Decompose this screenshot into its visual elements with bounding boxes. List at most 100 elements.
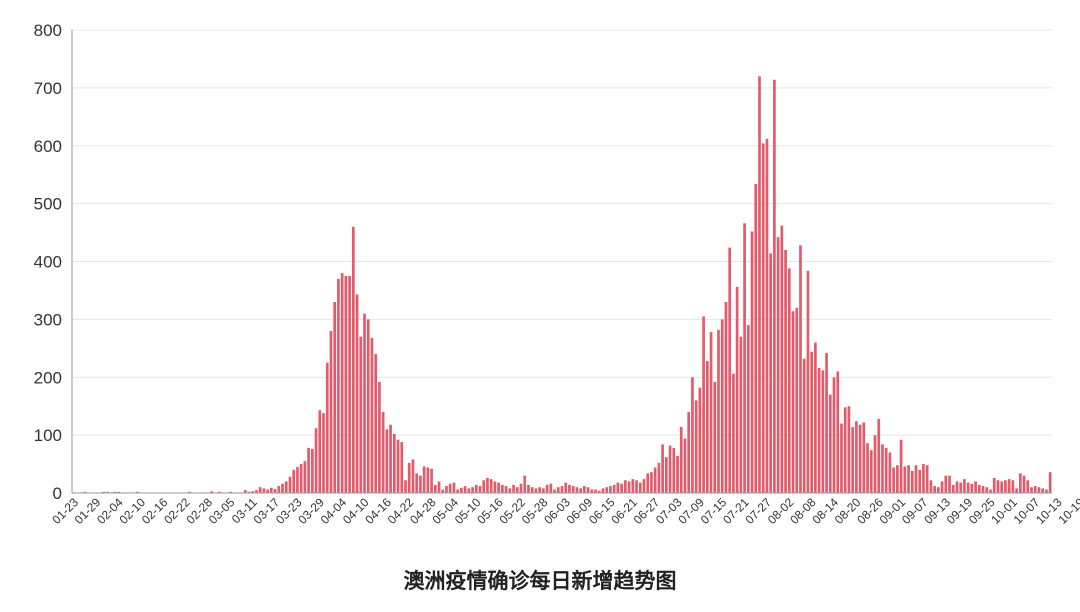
bar — [933, 486, 936, 493]
y-tick-label: 700 — [34, 79, 62, 98]
bar — [340, 273, 344, 493]
bar — [709, 332, 713, 493]
bar — [631, 479, 635, 493]
bar — [892, 467, 895, 493]
bar — [534, 488, 538, 493]
bar — [664, 457, 668, 493]
bar — [996, 480, 1000, 493]
bar — [884, 447, 888, 493]
bar — [672, 447, 676, 493]
bar — [363, 313, 366, 493]
bar — [188, 491, 191, 493]
bar — [773, 79, 776, 494]
bar — [478, 486, 482, 493]
bar — [732, 373, 735, 493]
bar — [590, 489, 594, 493]
bar — [851, 427, 854, 493]
bar — [869, 450, 873, 493]
bar — [877, 418, 881, 493]
bar — [791, 311, 795, 493]
bar — [307, 447, 310, 493]
bar — [489, 479, 493, 493]
bar — [549, 483, 553, 493]
bar — [258, 487, 262, 493]
bar — [624, 480, 627, 493]
bar — [106, 491, 109, 493]
y-tick-label: 600 — [34, 137, 62, 156]
bar — [609, 486, 612, 493]
bars — [72, 76, 1052, 494]
bar — [1033, 486, 1037, 493]
bar — [262, 488, 266, 493]
bar — [337, 278, 340, 493]
bar — [296, 466, 299, 493]
bar — [1041, 488, 1045, 493]
bar — [392, 433, 396, 493]
bar — [344, 275, 348, 493]
bar — [83, 491, 87, 493]
bar — [881, 444, 884, 493]
bar — [493, 481, 497, 493]
bar — [210, 491, 214, 493]
bar — [683, 438, 687, 493]
bar — [720, 319, 724, 494]
bar — [620, 483, 623, 493]
bar — [668, 445, 672, 493]
bar — [1037, 487, 1041, 493]
bar — [970, 483, 974, 493]
bar — [482, 480, 486, 493]
bar — [381, 411, 385, 493]
bar — [627, 481, 631, 493]
bar — [113, 491, 117, 493]
bar — [247, 491, 251, 493]
bar — [717, 329, 720, 493]
bar — [713, 381, 717, 493]
bar — [229, 491, 232, 493]
bar — [422, 466, 426, 493]
bar — [698, 387, 702, 493]
bar — [456, 489, 459, 493]
bar — [858, 424, 862, 493]
bar — [311, 449, 314, 493]
bar — [396, 439, 400, 493]
bar — [255, 490, 258, 493]
bar — [542, 488, 545, 493]
bar — [467, 488, 471, 493]
bar — [728, 247, 732, 493]
bar — [251, 491, 255, 493]
bar — [419, 475, 422, 493]
bar — [348, 275, 351, 493]
bar — [519, 483, 523, 493]
y-tick-label: 800 — [34, 21, 62, 40]
bar — [474, 484, 478, 493]
bar — [799, 245, 802, 493]
bar — [769, 253, 773, 493]
bar — [914, 465, 918, 493]
bar — [642, 479, 646, 493]
bar — [501, 484, 504, 493]
bar — [560, 486, 564, 493]
bar — [758, 76, 761, 494]
bar — [579, 488, 582, 493]
bar — [486, 477, 489, 493]
bar — [746, 325, 750, 493]
bar — [907, 465, 910, 493]
bar — [351, 226, 355, 493]
bar — [504, 486, 508, 493]
bar — [270, 487, 273, 493]
bar — [981, 486, 985, 493]
bar — [650, 472, 653, 493]
bar — [691, 377, 694, 493]
bar — [385, 429, 389, 493]
bar — [400, 442, 404, 493]
bar — [281, 483, 284, 493]
bar — [564, 482, 568, 493]
bar — [314, 428, 318, 493]
bar — [433, 484, 437, 493]
bar — [918, 469, 922, 493]
bar — [1004, 480, 1007, 493]
bar — [426, 467, 430, 493]
bar — [653, 467, 657, 493]
bar — [843, 407, 847, 493]
bar — [586, 487, 590, 493]
